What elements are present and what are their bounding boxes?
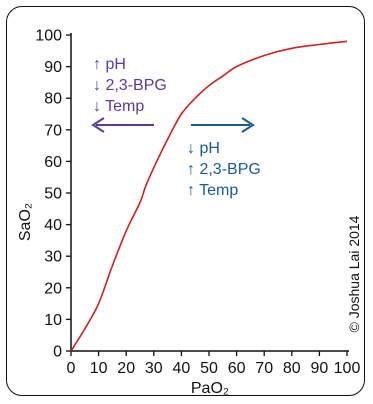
x-axis-title: PaO₂ bbox=[191, 380, 229, 397]
x-tick-label: 10 bbox=[90, 360, 108, 377]
x-tick-label: 50 bbox=[200, 360, 218, 377]
x-tick-label: 70 bbox=[255, 360, 273, 377]
x-ticks: 0 10 20 30 40 50 60 70 80 90 100 bbox=[67, 351, 361, 377]
y-tick-label: 30 bbox=[44, 249, 62, 266]
x-tick-label: 60 bbox=[228, 360, 246, 377]
dissociation-curve bbox=[70, 40, 348, 352]
x-tick-label: 30 bbox=[145, 360, 163, 377]
left-shift-annotation: ↑ pH ↓ 2,3-BPG ↓ Temp bbox=[91, 56, 167, 133]
y-tick-label: 90 bbox=[44, 59, 62, 76]
left-shift-line-3: ↓ Temp bbox=[93, 98, 144, 115]
x-tick-label: 100 bbox=[334, 360, 361, 377]
y-tick-label: 50 bbox=[44, 186, 62, 203]
y-tick-label: 10 bbox=[44, 312, 62, 329]
left-shift-line-2: ↓ 2,3-BPG bbox=[93, 77, 167, 94]
y-tick-label: 20 bbox=[44, 280, 62, 297]
y-tick-label: 0 bbox=[53, 344, 62, 361]
x-tick-label: 20 bbox=[117, 360, 135, 377]
right-shift-annotation: ↓ pH ↑ 2,3-BPG ↑ Temp bbox=[187, 117, 261, 199]
right-shift-line-3: ↑ Temp bbox=[187, 182, 238, 199]
y-ticks: 0 10 20 30 40 50 60 70 80 90 100 bbox=[35, 28, 71, 361]
y-tick-label: 60 bbox=[44, 154, 62, 171]
axes bbox=[70, 33, 349, 352]
chart-frame bbox=[6, 6, 365, 396]
right-shift-line-2: ↑ 2,3-BPG bbox=[187, 161, 261, 178]
left-shift-line-1: ↑ pH bbox=[93, 56, 126, 73]
copyright-note: © Joshua Lai 2014 bbox=[346, 215, 362, 332]
right-shift-arrowhead bbox=[241, 117, 255, 133]
y-tick-label: 40 bbox=[44, 217, 62, 234]
x-tick-label: 80 bbox=[283, 360, 301, 377]
x-tick-label: 90 bbox=[311, 360, 329, 377]
y-tick-label: 70 bbox=[44, 122, 62, 139]
right-shift-line-1: ↓ pH bbox=[187, 140, 220, 157]
x-tick-label: 40 bbox=[173, 360, 191, 377]
y-tick-label: 80 bbox=[44, 91, 62, 108]
y-tick-label: 100 bbox=[35, 28, 62, 45]
x-tick-label: 0 bbox=[67, 360, 76, 377]
left-shift-arrowhead bbox=[91, 117, 105, 133]
y-axis-title: SaO₂ bbox=[17, 203, 34, 241]
